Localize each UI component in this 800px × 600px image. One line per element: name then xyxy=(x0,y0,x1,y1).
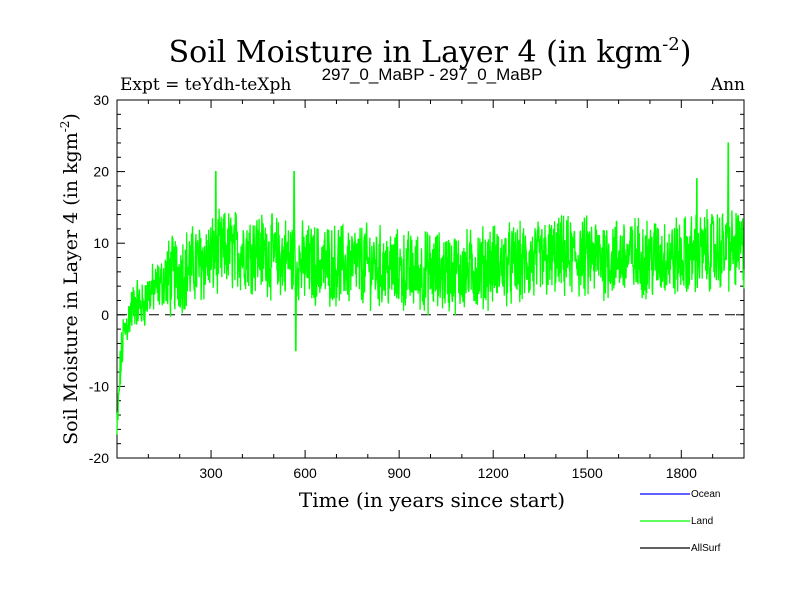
x-tick-label: 1800 xyxy=(666,465,697,481)
legend: Ocean Land AllSurf xyxy=(640,489,721,554)
x-tick-label: 900 xyxy=(387,465,411,481)
y-axis-label-main: Soil Moisture in Layer 4 (in kgm xyxy=(60,132,82,445)
chart-title-main: Soil Moisture in Layer 4 (in kgm xyxy=(169,35,663,70)
x-tick-label: 600 xyxy=(293,465,317,481)
subtitle-left: Expt = teYdh-teXph xyxy=(120,75,291,95)
chart-title-superscript: -2 xyxy=(662,34,680,55)
y-tick-label: 20 xyxy=(93,164,109,180)
y-tick-label: -10 xyxy=(89,378,109,394)
y-axis-label-superscript: -2 xyxy=(58,121,72,133)
x-tick-label: 1200 xyxy=(478,465,509,481)
y-axis-label: Soil Moisture in Layer 4 (in kgm-2) xyxy=(58,113,82,445)
legend-label-land: Land xyxy=(691,516,713,527)
y-tick-label: 30 xyxy=(93,92,109,108)
chart-title: Soil Moisture in Layer 4 (in kgm-2) xyxy=(169,34,692,70)
y-axis-label-close: ) xyxy=(60,113,82,120)
x-tick-label: 1500 xyxy=(572,465,603,481)
subtitle-center: 297_0_MaBP - 297_0_MaBP xyxy=(322,65,543,84)
legend-label-ocean: Ocean xyxy=(691,489,720,500)
legend-label-allsurf: AllSurf xyxy=(691,543,721,554)
x-tick-label: 300 xyxy=(199,465,223,481)
y-tick-label: -20 xyxy=(89,450,109,466)
y-tick-label: 10 xyxy=(93,235,109,251)
y-tick-label: 0 xyxy=(101,307,109,323)
axis-ticks xyxy=(117,99,744,459)
chart-title-close: ) xyxy=(680,35,692,70)
x-axis-label: Time (in years since start) xyxy=(299,488,565,512)
axis-tick-labels: 300 600 900 1200 1500 1800 -20 -10 0 10 20 30 xyxy=(89,92,697,481)
subtitle-right: Ann xyxy=(710,75,745,95)
series-line-land xyxy=(116,142,745,435)
